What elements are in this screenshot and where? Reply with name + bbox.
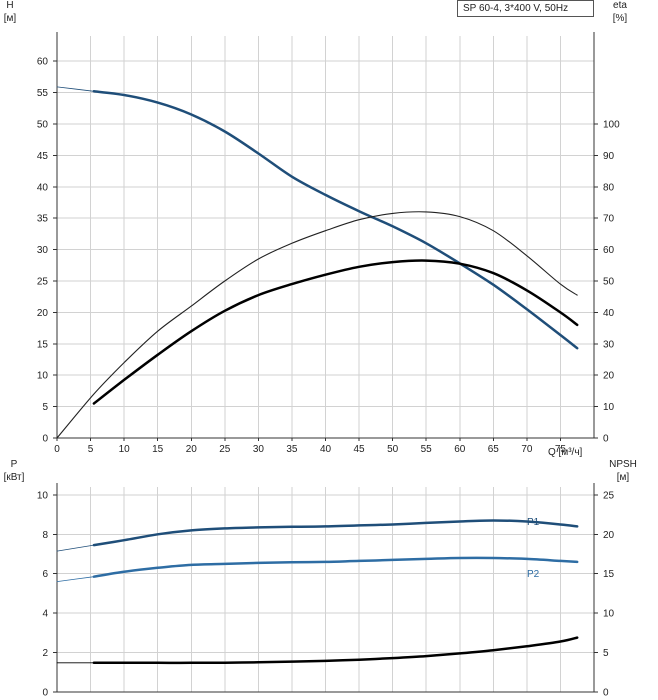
chart-title: SP 60-4, 3*400 V, 50Hz (463, 3, 569, 14)
top-left-tick-label: 10 (37, 371, 49, 382)
top-right-tick-label: 0 (603, 434, 609, 445)
bottom-left-tick-label: 10 (37, 490, 49, 501)
bottom-right-tick-label: 10 (603, 609, 615, 620)
top-x-tick-label: 45 (354, 444, 366, 455)
top-x-tick-label: 50 (387, 444, 399, 455)
h-axis-unit: [м] (4, 13, 17, 24)
top-eta-thin-curve (56, 211, 578, 439)
top-left-tick-label: 15 (37, 339, 49, 350)
top-x-tick-label: 65 (488, 444, 500, 455)
top-x-tick-label: 0 (54, 444, 60, 455)
top-right-tick-label: 50 (603, 276, 615, 287)
p-axis-label: P (11, 459, 18, 470)
top-x-tick-label: 75 (555, 444, 567, 455)
top-x-tick-label: 35 (286, 444, 298, 455)
npsh-axis-unit: [м] (617, 472, 630, 483)
top-right-tick-label: 10 (603, 402, 615, 413)
top-h-extrapolated-curve (56, 86, 95, 92)
top-x-tick-label: 25 (219, 444, 231, 455)
top-left-tick-label: 30 (37, 245, 49, 256)
top-x-tick-label: 60 (454, 444, 466, 455)
top-left-tick-label: 5 (42, 402, 48, 413)
bottom-p1-extrapolated-curve (56, 544, 95, 552)
p2-series-label: P2 (527, 569, 540, 580)
top-x-tick-label: 70 (521, 444, 533, 455)
top-right-tick-label: 100 (603, 119, 620, 130)
top-x-tick-label: 5 (88, 444, 94, 455)
bottom-right-tick-label: 0 (603, 688, 609, 699)
top-right-tick-label: 70 (603, 214, 615, 225)
bottom-right-tick-label: 20 (603, 530, 615, 541)
chart-title-box: SP 60-4, 3*400 V, 50Hz (457, 0, 594, 17)
top-left-tick-label: 60 (37, 57, 49, 68)
npsh-axis-label: NPSH (609, 459, 637, 470)
top-right-tick-label: 20 (603, 371, 615, 382)
bottom-left-tick-label: 6 (42, 569, 48, 580)
bottom-npsh-curve (92, 636, 579, 665)
bottom-left-tick-label: 4 (42, 609, 48, 620)
h-axis-label: H (6, 0, 13, 11)
top-x-tick-label: 30 (253, 444, 265, 455)
top-h-curve (92, 90, 579, 350)
top-right-tick-label: 80 (603, 182, 615, 193)
head-efficiency-panel: 0510152025303540455055600102030405060708… (37, 32, 620, 455)
top-left-tick-label: 35 (37, 214, 49, 225)
bottom-p2-extrapolated-curve (56, 576, 95, 582)
top-right-tick-label: 90 (603, 151, 615, 162)
eta-axis-unit: [%] (613, 13, 628, 24)
top-right-tick-label: 60 (603, 245, 615, 256)
q-axis-label: Q [м³/ч] (548, 447, 583, 458)
bottom-left-tick-label: 8 (42, 530, 48, 541)
top-left-tick-label: 50 (37, 119, 49, 130)
power-npsh-panel: 0 2 4 6 8 10 0 5 10 15 20 25 (37, 483, 615, 699)
bottom-left-tick-label: 0 (42, 688, 48, 699)
bottom-right-tick-label: 5 (603, 648, 609, 659)
eta-axis-label: eta (613, 0, 627, 11)
top-left-tick-label: 55 (37, 88, 49, 99)
top-x-tick-label: 10 (119, 444, 131, 455)
top-right-tick-label: 40 (603, 308, 615, 319)
top-left-tick-label: 20 (37, 308, 49, 319)
top-x-tick-label: 20 (186, 444, 198, 455)
bottom-p1-curve (92, 519, 579, 547)
bottom-p2-curve (92, 556, 579, 578)
top-left-tick-label: 0 (42, 434, 48, 445)
top-x-tick-label: 55 (421, 444, 433, 455)
top-eta-curve (92, 259, 579, 405)
p-axis-unit: [кВт] (4, 472, 25, 483)
top-right-tick-label: 30 (603, 339, 615, 350)
bottom-right-tick-label: 15 (603, 569, 615, 580)
top-left-tick-label: 25 (37, 276, 49, 287)
bottom-left-tick-label: 2 (42, 648, 48, 659)
top-left-tick-label: 40 (37, 182, 49, 193)
bottom-right-tick-label: 25 (603, 490, 615, 501)
p1-series-label: P1 (527, 517, 540, 528)
top-left-tick-label: 45 (37, 151, 49, 162)
top-x-tick-label: 15 (152, 444, 164, 455)
top-x-tick-label: 40 (320, 444, 332, 455)
